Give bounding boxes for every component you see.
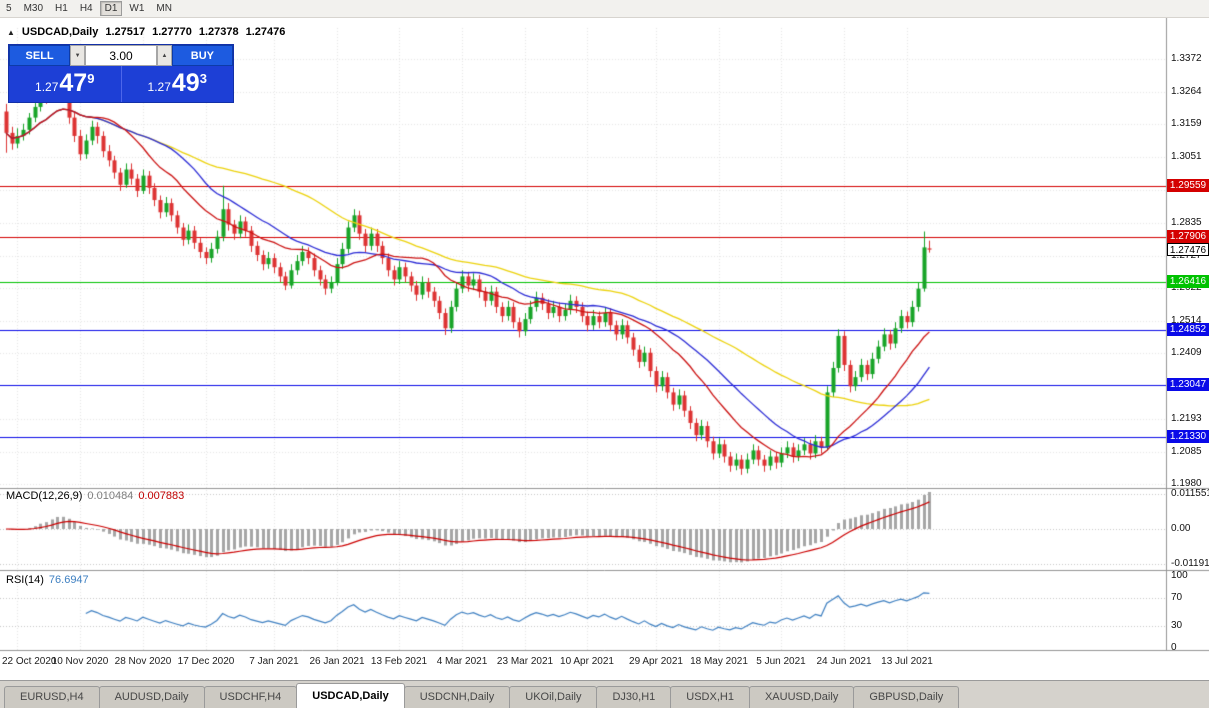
hline-price-tag: 1.23047: [1167, 378, 1209, 391]
rsi-tick-label: 0: [1171, 642, 1177, 653]
tab-ukoil-daily[interactable]: UKOil,Daily: [509, 686, 598, 708]
macd-signal-value: 0.007883: [138, 490, 185, 502]
sell-price-prefix: 1.27: [35, 80, 59, 94]
chart-open-value: 1.27517: [105, 26, 146, 38]
tab-audusd-daily[interactable]: AUDUSD,Daily: [98, 686, 205, 708]
date-tick-label: 4 Mar 2021: [436, 656, 488, 667]
price-tick-label: 1.1980: [1171, 478, 1202, 489]
timeframe-h4-button[interactable]: H4: [75, 1, 98, 16]
hline-price-tag: 1.26416: [1167, 275, 1209, 288]
tab-dj30-h1[interactable]: DJ30,H1: [596, 686, 672, 708]
buy-price-pip: 3: [199, 71, 207, 86]
rsi-tick-label: 30: [1171, 620, 1183, 631]
chart-high-value: 1.27770: [152, 26, 192, 38]
date-tick-label: 13 Feb 2021: [370, 656, 428, 667]
hline-price-tag: 1.24852: [1167, 323, 1209, 336]
hline-price-tag: 1.29559: [1167, 179, 1209, 192]
rsi-value: 76.6947: [48, 574, 89, 586]
date-tick-label: 10 Apr 2021: [560, 656, 614, 667]
sell-button[interactable]: SELL: [9, 45, 71, 66]
price-tick-label: 1.3159: [1171, 118, 1202, 129]
date-tick-label: 22 Oct 2020: [2, 656, 57, 667]
tab-eurusd-h4[interactable]: EURUSD,H4: [4, 686, 100, 708]
timeframe-d1-button[interactable]: D1: [99, 1, 123, 16]
timeframe-w1-button[interactable]: W1: [124, 1, 149, 16]
tab-usdcnh-daily[interactable]: USDCNH,Daily: [403, 686, 511, 708]
date-tick-label: 13 Jul 2021: [881, 656, 933, 667]
date-tick-label: 26 Jan 2021: [309, 656, 365, 667]
macd-indicator-label: MACD(12,26,9) 0.010484 0.007883: [6, 490, 184, 502]
rsi-tick-label: 70: [1171, 592, 1183, 603]
price-chart-canvas[interactable]: [0, 18, 1209, 680]
timeframe-mn-button[interactable]: MN: [151, 1, 177, 16]
sell-price-big: 47: [59, 69, 88, 97]
date-tick-label: 5 Jun 2021: [756, 656, 806, 667]
date-tick-label: 29 Apr 2021: [629, 656, 683, 667]
buy-price-big: 49: [171, 69, 200, 97]
price-tick-label: 1.2085: [1171, 446, 1202, 457]
hline-price-tag: 1.27906: [1167, 230, 1209, 243]
tab-gbpusd-daily[interactable]: GBPUSD,Daily: [853, 686, 960, 708]
rsi-tick-label: 100: [1171, 570, 1188, 581]
date-tick-label: 28 Nov 2020: [114, 656, 172, 667]
chart-tabs-bar: EURUSD,H4 AUDUSD,Daily USDCHF,H4 USDCAD,…: [0, 680, 1209, 708]
rsi-indicator-label: RSI(14) 76.6947: [6, 574, 89, 586]
chart-title: ▲ USDCAD,Daily 1.27517 1.27770 1.27378 1…: [7, 26, 285, 38]
price-tick-label: 1.3051: [1171, 151, 1202, 162]
chevron-down-icon: ▼: [74, 52, 81, 59]
sell-price-display[interactable]: 1.27 47 9: [9, 66, 122, 102]
timeframe-m30-button[interactable]: M30: [19, 1, 48, 16]
chart-window: ▲ USDCAD,Daily 1.27517 1.27770 1.27378 1…: [0, 18, 1209, 680]
tab-usdchf-h4[interactable]: USDCHF,H4: [203, 686, 298, 708]
price-tick-label: 1.3372: [1171, 53, 1202, 64]
chart-close-value: 1.27476: [245, 26, 286, 38]
macd-tick-label: 0.00: [1171, 523, 1191, 534]
macd-tick-label: -0.011914: [1171, 558, 1209, 569]
chevron-up-icon: ▲: [161, 52, 168, 59]
collapse-trade-panel-icon[interactable]: ▲: [7, 27, 15, 37]
buy-price-display[interactable]: 1.27 49 3: [121, 66, 233, 102]
date-tick-label: 23 Mar 2021: [496, 656, 554, 667]
price-tick-label: 1.3264: [1171, 86, 1202, 97]
volume-decrease-button[interactable]: ▼: [70, 45, 85, 66]
macd-name: MACD(12,26,9): [6, 490, 83, 502]
price-tick-label: 1.2193: [1171, 413, 1202, 424]
buy-price-prefix: 1.27: [147, 80, 171, 94]
timeframe-h1-button[interactable]: H1: [50, 1, 73, 16]
hline-price-tag: 1.21330: [1167, 430, 1209, 443]
price-tick-label: 1.2409: [1171, 347, 1202, 358]
macd-main-value: 0.010484: [87, 490, 134, 502]
date-tick-label: 17 Dec 2020: [177, 656, 235, 667]
date-tick-label: 7 Jan 2021: [249, 656, 299, 667]
tab-usdcad-daily[interactable]: USDCAD,Daily: [296, 683, 405, 708]
timeframe-m5-button[interactable]: 5: [1, 1, 17, 16]
price-tick-label: 1.2514: [1171, 315, 1202, 326]
date-tick-label: 18 May 2021: [690, 656, 748, 667]
date-tick-label: 24 Jun 2021: [816, 656, 872, 667]
price-tick-label: 1.2835: [1171, 217, 1202, 228]
timeframe-toolbar: 5 M30 H1 H4 D1 W1 MN: [0, 0, 1209, 18]
macd-tick-label: 0.011551: [1171, 488, 1209, 499]
buy-button[interactable]: BUY: [171, 45, 233, 66]
one-click-trading-panel: SELL ▼ ▲ BUY 1.27 47 9 1.27 49 3: [8, 44, 234, 103]
volume-increase-button[interactable]: ▲: [157, 45, 172, 66]
chart-low-value: 1.27378: [198, 26, 239, 38]
sell-price-pip: 9: [87, 71, 95, 86]
date-tick-label: 10 Nov 2020: [51, 656, 109, 667]
volume-input[interactable]: [85, 45, 157, 66]
rsi-name: RSI(14): [6, 574, 44, 586]
tab-xauusd-daily[interactable]: XAUUSD,Daily: [748, 686, 855, 708]
tab-usdx-h1[interactable]: USDX,H1: [670, 686, 750, 708]
current-price-tag: 1.27476: [1167, 243, 1209, 256]
chart-symbol-label: USDCAD,Daily: [21, 26, 99, 38]
